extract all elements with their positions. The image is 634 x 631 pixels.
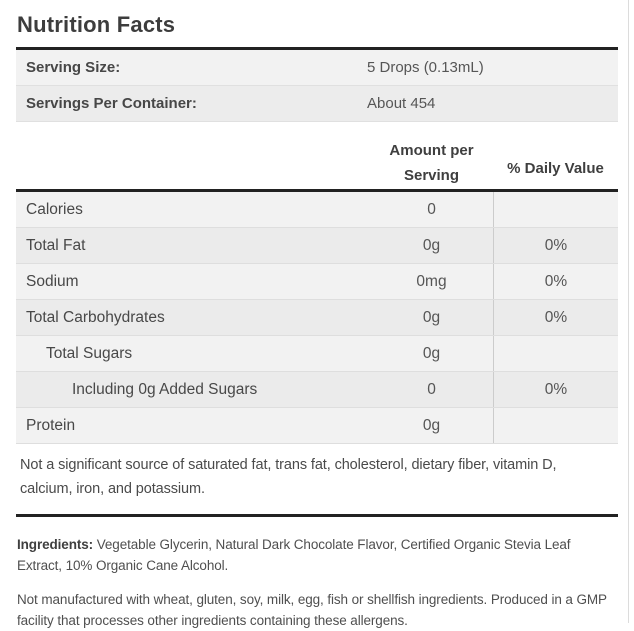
- table-row-calories: Calories 0: [16, 192, 618, 228]
- table-row-sodium: Sodium 0mg 0%: [16, 264, 618, 300]
- nutrient-label: Calories: [26, 200, 83, 218]
- table-row-added-sugars: Including 0g Added Sugars 0 0%: [16, 372, 618, 408]
- nutrient-amount: 0: [427, 200, 436, 218]
- nutrient-table: Calories 0 Total Fat 0g 0% Sodium 0mg 0%…: [16, 192, 618, 444]
- nutrient-label: Protein: [26, 416, 76, 434]
- header-rule: [16, 189, 618, 192]
- nutrient-daily-value: [493, 408, 618, 443]
- servings-per-container-row: Servings Per Container: About 454: [16, 86, 618, 122]
- nutrient-table-header: Amount per Serving % Daily Value: [16, 138, 618, 189]
- servings-per-container-label: Servings Per Container:: [26, 95, 197, 112]
- ingredients-text: Vegetable Glycerin, Natural Dark Chocola…: [17, 537, 571, 573]
- table-row-total-fat: Total Fat 0g 0%: [16, 228, 618, 264]
- allergen-note: Not manufactured with wheat, gluten, soy…: [17, 592, 607, 628]
- nutrient-amount: 0mg: [416, 272, 447, 290]
- nutrient-daily-value: 0%: [493, 228, 618, 263]
- servings-per-container-value: About 454: [367, 95, 436, 112]
- title-rule: [16, 47, 618, 50]
- nutrient-label: Total Carbohydrates: [26, 308, 165, 326]
- nutrient-daily-value: 0%: [493, 300, 618, 335]
- nutrient-amount: 0: [427, 380, 436, 398]
- nutrient-label: Including 0g Added Sugars: [72, 380, 258, 398]
- table-row-protein: Protein 0g: [16, 408, 618, 444]
- ingredients-label: Ingredients:: [17, 537, 94, 552]
- serving-info-table: Serving Size: 5 Drops (0.13mL) Servings …: [16, 50, 618, 122]
- not-significant-source-note: Not a significant source of saturated fa…: [16, 444, 618, 514]
- amount-per-serving-header: Amount per Serving: [370, 139, 493, 189]
- nutrient-amount: 0g: [422, 416, 441, 434]
- nutrient-daily-value: [493, 336, 618, 371]
- table-row-total-sugars: Total Sugars 0g: [16, 336, 618, 372]
- serving-size-value: 5 Drops (0.13mL): [367, 59, 484, 76]
- nutrient-daily-value: 0%: [493, 264, 618, 299]
- nutrient-amount: 0g: [422, 344, 441, 362]
- panel-right-border: [628, 0, 629, 623]
- nutrition-facts-panel: Nutrition Facts Serving Size: 5 Drops (0…: [16, 0, 618, 631]
- ingredients-paragraph: Ingredients: Vegetable Glycerin, Natural…: [16, 534, 618, 576]
- nutrient-label: Total Fat: [26, 236, 86, 254]
- serving-size-label: Serving Size:: [26, 59, 121, 76]
- page-title: Nutrition Facts: [17, 12, 176, 37]
- daily-value-header: % Daily Value: [507, 160, 604, 177]
- nutrient-amount: 0g: [422, 236, 441, 254]
- table-row-total-carbohydrates: Total Carbohydrates 0g 0%: [16, 300, 618, 336]
- amount-per-serving-header-label: Amount per Serving: [389, 141, 474, 184]
- nutrient-daily-value: 0%: [493, 372, 618, 407]
- nutrient-label: Total Sugars: [46, 344, 133, 362]
- serving-size-row: Serving Size: 5 Drops (0.13mL): [16, 50, 618, 86]
- spacer: [16, 122, 618, 138]
- bottom-rule: [16, 514, 618, 517]
- nutrient-daily-value: [493, 192, 618, 227]
- nutrient-amount: 0g: [422, 308, 441, 326]
- nutrient-label: Sodium: [26, 272, 79, 290]
